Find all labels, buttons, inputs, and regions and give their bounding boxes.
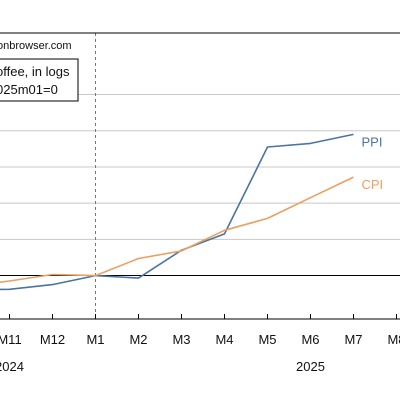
x-tick-label-m6: M6 [301,332,319,347]
year-label-2025: 2025 [296,359,325,374]
x-tick-label-m8: M8 [387,332,400,347]
x-tick-label-m3: M3 [172,332,190,347]
series-line-ppi [0,133,354,291]
series-label-cpi: CPI [362,177,384,192]
x-tick-label-m12: M12 [40,332,65,347]
plot-frame [0,32,400,320]
series-lines [0,133,354,291]
x-tick-label-m5: M5 [258,332,276,347]
legend-border [0,58,79,102]
year-label-2024: 2024 [0,359,24,374]
legend-line-1: offee, in logs [0,64,70,79]
legend-line-2: 025m01=0 [0,82,58,97]
legend-box: offee, in logs 025m01=0 [0,58,79,102]
x-tick-label-m1: M1 [86,332,104,347]
series-label-ppi: PPI [362,134,383,149]
x-tick-label-m2: M2 [129,332,147,347]
gridlines [0,94,400,240]
x-tick-label-m4: M4 [215,332,233,347]
series-line-cpi [0,176,354,283]
x-tick-label-m11: M11 [0,332,22,347]
source-note: onbrowser.com [0,40,72,52]
series-labels: PPI CPI [362,134,384,192]
x-tick-label-m7: M7 [344,332,362,347]
plot-border [0,32,400,320]
x-axis: M11 M12 M1 M2 M3 M4 M5 M6 M7 M8 2024 2025 [0,314,400,374]
